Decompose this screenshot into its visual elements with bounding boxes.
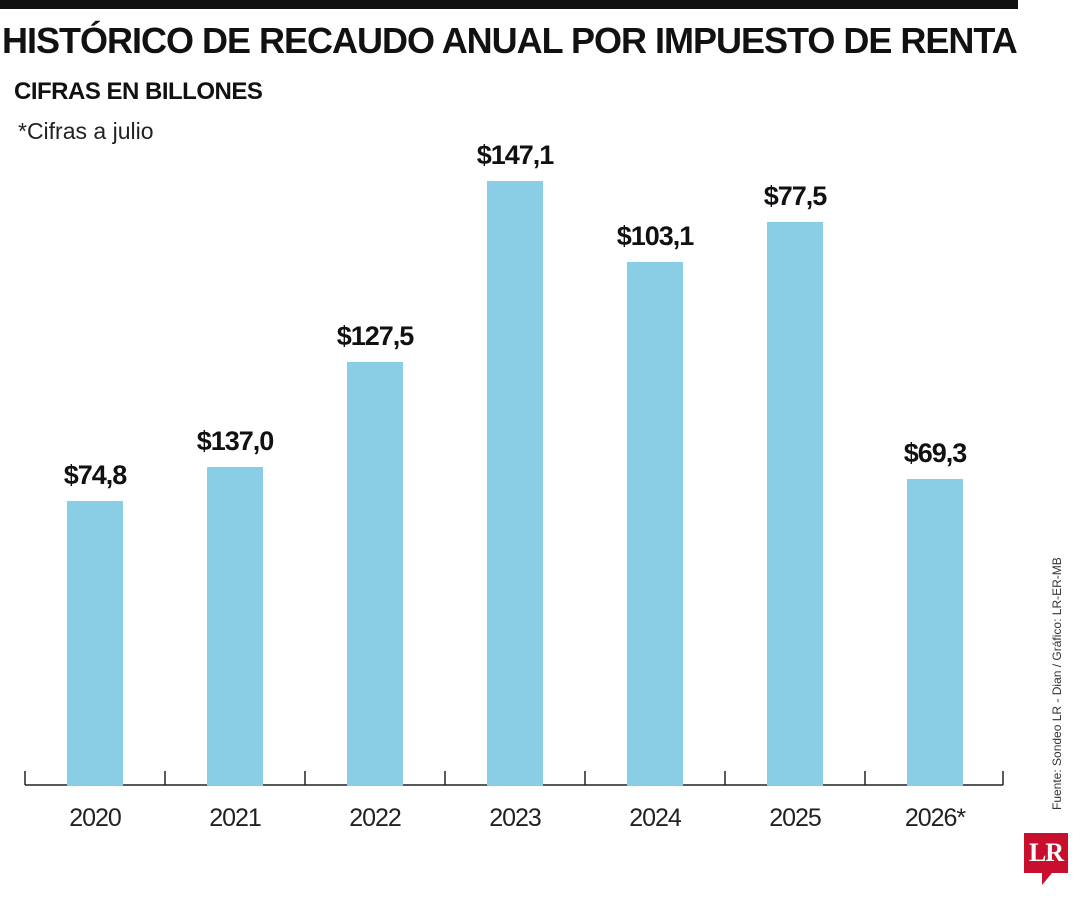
bar-2020	[67, 501, 123, 786]
x-tick-label-2020: 2020	[69, 804, 121, 832]
lr-logo-tail	[1042, 873, 1052, 885]
data-label-2025: $77,5	[764, 181, 828, 211]
data-label-2021: $137,0	[197, 426, 274, 456]
chart-title: HISTÓRICO DE RECAUDO ANUAL POR IMPUESTO …	[2, 20, 1018, 61]
x-tick-label-2023: 2023	[489, 804, 541, 832]
data-label-2026-partial: $69,3	[904, 438, 968, 468]
data-label-2022: $127,5	[337, 321, 415, 351]
x-tick-label-2024: 2024	[629, 804, 682, 832]
bar-2022	[347, 362, 403, 786]
bar-2023	[487, 181, 543, 786]
data-label-2020: $74,8	[64, 460, 128, 490]
x-tick-label-2025: 2025	[769, 804, 821, 832]
data-label-2023: $147,1	[477, 140, 555, 170]
bar-2025	[767, 222, 823, 786]
chart-subtitle: CIFRAS EN BILLONES	[14, 78, 263, 105]
x-tick-label-2021: 2021	[209, 804, 261, 832]
bar-2026-partial	[907, 479, 963, 786]
source-credit: Fuente: Sondeo LR - Dian / Gráfico: LR-E…	[1050, 557, 1064, 810]
chart-note: *Cifras a julio	[18, 118, 154, 144]
x-tick-label-2022: 2022	[349, 804, 401, 832]
data-label-2024: $103,1	[617, 221, 695, 251]
x-tick-label-2026-partial: 2026*	[905, 804, 967, 832]
bar-2024	[627, 262, 683, 786]
bar-2021	[207, 467, 263, 786]
top-rule	[0, 0, 1018, 9]
lr-logo: LR	[1024, 833, 1068, 873]
